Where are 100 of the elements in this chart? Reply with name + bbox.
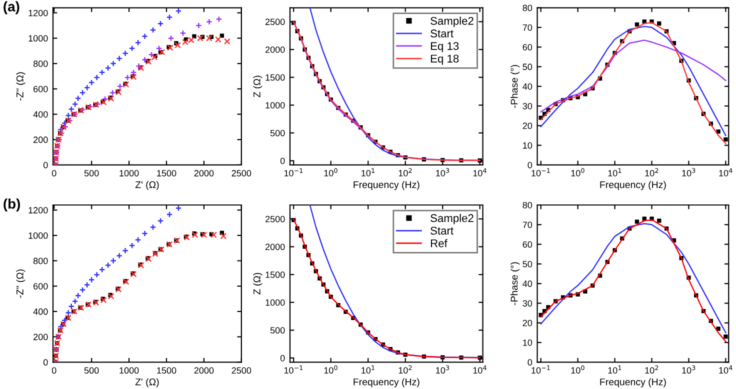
y-tick-label: 10 [523,142,532,149]
y-tick-label: 0 [528,359,532,366]
y-tick-label: 600 [34,86,48,92]
x-tick-label: 0 [52,367,56,374]
x-tick-label: 10$^{4}$ [719,168,732,176]
y-tick-label: 800 [33,60,48,67]
x-tick-label: 10$^{1}$ [362,168,374,176]
y-tick-label: 80 [522,202,532,208]
y-tick-label: 2500 [265,216,285,222]
text: (a) [4,1,20,14]
y-axis-title: Z (Ω) [253,272,262,294]
y-tick-label: 600 [34,283,48,290]
y-tick-label: 0 [280,158,285,164]
x-tick-label: 10$^{4}$ [719,365,732,374]
y-axis-title: -Phase (°) [510,65,520,108]
x-tick-label: 10$^{2}$ [645,168,658,176]
y-tick-label: 1200 [28,10,48,16]
x-tick-label: 10$^{3}$ [682,168,696,176]
x-tick-label: 10$^{0}$ [571,365,584,374]
y-tick-label: 0 [280,354,285,362]
y-tick-label: 1000 [28,232,48,239]
x-tick-label: 500 [84,367,99,374]
y-tick-label: 2500 [265,18,285,26]
y-tick-label: 500 [270,130,285,136]
x-tick-label: 500 [84,170,99,176]
x-tick-label: 10$^{2}$ [398,365,412,374]
x-tick-label: 10$^{2}$ [645,365,658,374]
x-tick-label: 10$^{4}$ [473,365,486,374]
x-tick-label: 10$^{−1}$ [532,365,550,374]
x-axis-title: Frequency (Hz) [354,378,420,388]
x-tick-label: 10$^{1}$ [362,365,374,374]
y-tick-label: 1000 [266,299,285,306]
x-tick-label: 2500 [232,367,252,374]
y-tick-label: 30 [522,102,532,110]
x-tick-label: 10$^{−1}$ [284,365,303,374]
y-tick-label: 30 [522,300,532,307]
x-tick-label: 10$^{−1}$ [532,168,550,176]
x-tick-label: 2500 [232,170,252,176]
y-tick-label: 400 [33,111,48,118]
x-tick-label: 1500 [157,170,176,176]
y-tick-label: 1000 [28,35,48,42]
y-tick-label: 2000 [265,244,285,250]
y-axis-title: Z (Ω) [253,76,262,98]
x-axis-title: Z' (Ω) [135,180,159,190]
y-tick-label: 40 [522,83,532,90]
y-tick-label: 1500 [266,74,285,81]
x-tick-label: 1000 [120,367,139,374]
y-tick-label: 40 [522,280,532,287]
x-tick-label: 1000 [120,170,139,176]
x-tick-label: 10$^{0}$ [324,365,338,374]
y-tick-label: 200 [34,136,48,143]
y-tick-label: 0 [43,359,48,366]
x-tick-label: 10$^{2}$ [398,168,412,176]
x-tick-label: 2000 [194,170,214,176]
x-tick-label: 10$^{1}$ [608,365,622,374]
y-tick-label: 70 [522,24,532,31]
y-tick-label: 60 [522,241,532,248]
legend-label: Ref [430,239,448,248]
x-tick-label: 10$^{3}$ [436,168,450,176]
y-tick-label: 2000 [265,46,285,53]
x-tick-label: 0 [52,170,56,176]
text: (b) [4,198,20,212]
legend-label: Start [430,226,454,235]
x-tick-label: 2000 [194,367,214,374]
y-tick-label: 1200 [28,207,48,214]
x-axis-title: Z' (Ω) [135,378,159,388]
y-tick-label: 800 [33,258,48,264]
x-tick-label: 10$^{−1}$ [284,168,303,176]
y-tick-label: 70 [522,222,532,228]
y-tick-label: 50 [522,64,532,70]
x-tick-label: 10$^{4}$ [473,168,486,176]
x-axis-title: Frequency (Hz) [600,378,666,388]
y-tick-label: 50 [522,260,532,268]
legend-label: Eq 18 [430,54,459,65]
y-tick-label: 80 [522,4,532,12]
y-tick-label: 400 [33,308,48,315]
y-tick-label: 0 [528,162,532,168]
x-axis-title: Frequency (Hz) [600,180,666,190]
legend-label: Eq 13 [430,42,459,52]
y-tick-label: 1000 [266,102,285,108]
x-tick-label: 10$^{0}$ [324,168,338,176]
x-axis-title: Frequency (Hz) [354,180,420,190]
x-tick-label: 10$^{3}$ [436,365,450,374]
y-axis-title: -Phase (°) [510,262,520,306]
y-tick-label: 60 [522,44,532,50]
y-tick-label: 1500 [266,272,285,278]
y-tick-label: 500 [270,327,285,334]
x-tick-label: 10$^{3}$ [682,365,696,374]
y-tick-label: 10 [523,339,532,346]
x-tick-label: 1500 [157,367,176,374]
y-tick-label: 20 [522,122,532,130]
x-tick-label: 10$^{0}$ [571,168,584,176]
legend-label: Start [430,30,454,38]
y-axis-title: -Z'' (Ω) [16,270,26,298]
x-tick-label: 10$^{1}$ [608,168,622,176]
y-tick-label: 20 [522,320,532,326]
legend-label: Sample2 [430,16,474,28]
y-axis-title: -Z'' (Ω) [16,72,26,101]
y-tick-label: 200 [34,334,48,340]
legend-label: Sample2 [430,214,474,224]
